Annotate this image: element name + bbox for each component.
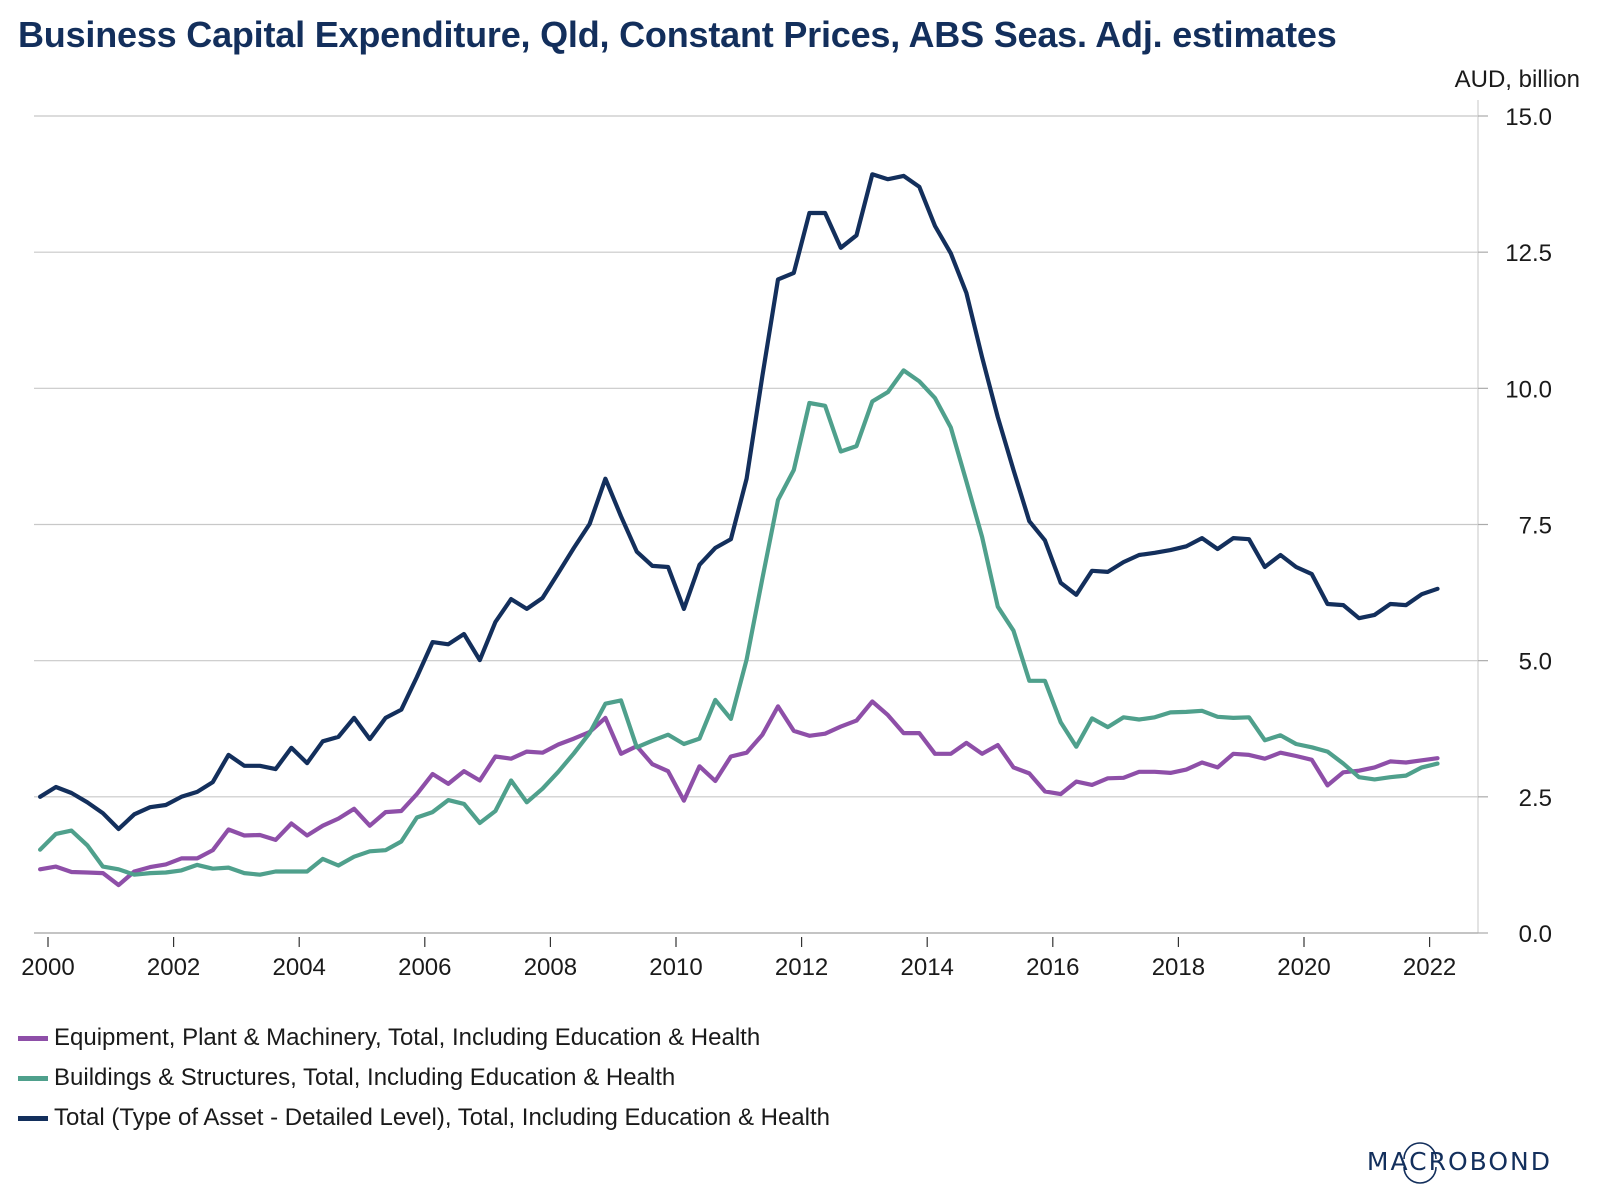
legend-item-equipment[interactable]: Equipment, Plant & Machinery, Total, Inc… [18, 1018, 830, 1058]
x-tick-label: 2022 [1403, 954, 1456, 981]
legend-item-total[interactable]: Total (Type of Asset - Detailed Level), … [18, 1098, 830, 1138]
x-tick-label: 2000 [21, 954, 74, 981]
legend-label: Equipment, Plant & Machinery, Total, Inc… [54, 1024, 761, 1051]
x-tick-label: 2010 [649, 954, 702, 981]
legend-label: Total (Type of Asset - Detailed Level), … [54, 1104, 830, 1131]
y-tick-label: 15.0 [1505, 104, 1552, 131]
y-tick-label: 10.0 [1505, 376, 1552, 403]
y-tick-label: 0.0 [1519, 921, 1552, 948]
x-tick-label: 2014 [901, 954, 954, 981]
y-tick-label: 12.5 [1505, 240, 1552, 267]
y-tick-label: 2.5 [1519, 785, 1552, 812]
x-axis-ticks: 2000 2002 2004 2006 2008 2010 2012 2014 2016 2018… [21, 937, 1456, 981]
logo-arc-icon [1403, 1142, 1437, 1184]
line-chart: 0.02.55.07.510.012.515.0 2000 2002 2004 200… [21, 100, 1552, 981]
x-tick-label: 2008 [524, 954, 577, 981]
x-tick-label: 2020 [1277, 954, 1330, 981]
legend-swatch-buildings [18, 1075, 48, 1081]
series-line-buildings [37, 368, 1440, 877]
legend-swatch-total [18, 1115, 48, 1121]
x-tick-label: 2006 [398, 954, 451, 981]
legend-label: Buildings & Structures, Total, Including… [54, 1064, 676, 1091]
series-line-equipment [37, 699, 1440, 888]
x-tick-label: 2002 [147, 954, 200, 981]
y-tick-label: 7.5 [1519, 513, 1552, 540]
y-tick-label: 5.0 [1519, 649, 1552, 676]
x-tick-label: 2018 [1152, 954, 1205, 981]
axes [34, 100, 1479, 934]
gridlines [34, 115, 1478, 798]
chart-title: Business Capital Expenditure, Qld, Const… [18, 14, 1337, 55]
series-lines [37, 172, 1440, 888]
macrobond-logo: MACROBOND [1366, 1147, 1552, 1176]
x-tick-label: 2016 [1026, 954, 1079, 981]
legend: Equipment, Plant & Machinery, Total, Inc… [18, 1018, 830, 1138]
x-tick-label: 2012 [775, 954, 828, 981]
x-tick-label: 2004 [273, 954, 326, 981]
legend-swatch-equipment [18, 1035, 48, 1041]
y-axis-ticks: 0.0 2.5 5.0 7.5 10.0 12.5 15.0 [1478, 104, 1552, 948]
legend-item-buildings[interactable]: Buildings & Structures, Total, Including… [18, 1058, 830, 1098]
series-line-total [37, 172, 1440, 832]
y-axis-unit-label: AUD, billion [1454, 66, 1580, 93]
